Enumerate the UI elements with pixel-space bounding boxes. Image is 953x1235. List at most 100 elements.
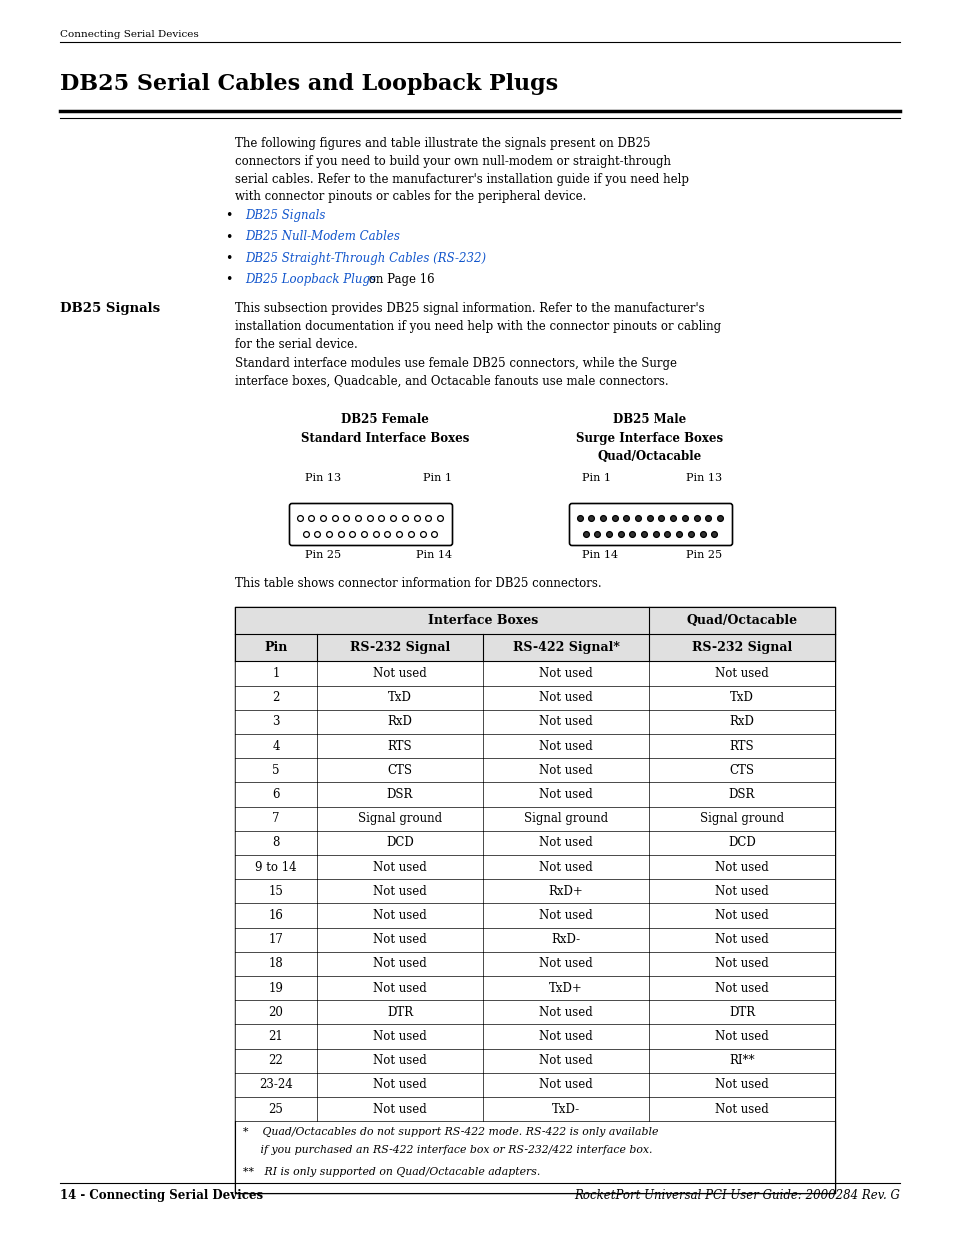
Text: Pin 1: Pin 1	[422, 473, 452, 483]
Text: Connecting Serial Devices: Connecting Serial Devices	[60, 30, 198, 40]
Text: Not used: Not used	[715, 667, 768, 680]
Text: DB25 Signals: DB25 Signals	[245, 209, 325, 222]
Text: Pin 14: Pin 14	[416, 550, 452, 559]
Text: Not used: Not used	[715, 884, 768, 898]
Text: DTR: DTR	[387, 1005, 413, 1019]
Text: 15: 15	[269, 884, 283, 898]
Text: Not used: Not used	[538, 1030, 592, 1044]
Text: DSR: DSR	[728, 788, 755, 802]
Text: Pin 13: Pin 13	[685, 473, 721, 483]
Text: Interface Boxes: Interface Boxes	[428, 614, 537, 627]
Text: Not used: Not used	[538, 957, 592, 971]
Text: 16: 16	[269, 909, 283, 923]
Text: Quad/Octacable: Quad/Octacable	[686, 614, 797, 627]
Bar	[234, 710, 834, 734]
Text: Not used: Not used	[538, 1055, 592, 1067]
Text: RS-232 Signal: RS-232 Signal	[691, 641, 791, 655]
Text: Pin: Pin	[264, 641, 288, 655]
Text: Not used: Not used	[373, 934, 426, 946]
Text: RocketPort Universal PCI User Guide: 2000284 Rev. G: RocketPort Universal PCI User Guide: 200…	[574, 1189, 899, 1202]
Text: 9 to 14: 9 to 14	[254, 861, 296, 873]
Text: 20: 20	[269, 1005, 283, 1019]
Text: Quad/Octacable: Quad/Octacable	[598, 450, 701, 463]
Text: interface boxes, Quadcable, and Octacable fanouts use male connectors.: interface boxes, Quadcable, and Octacabl…	[234, 374, 668, 388]
FancyBboxPatch shape	[569, 504, 732, 546]
Text: 4: 4	[272, 740, 279, 752]
Text: Signal ground: Signal ground	[357, 813, 441, 825]
Text: 14 - Connecting Serial Devices: 14 - Connecting Serial Devices	[60, 1189, 263, 1202]
Bar	[234, 1073, 834, 1097]
Text: **   RI is only supported on Quad/Octacable adapters.: ** RI is only supported on Quad/Octacabl…	[243, 1167, 539, 1177]
Text: Not used: Not used	[715, 1030, 768, 1044]
Bar	[234, 806, 834, 831]
Text: Not used: Not used	[715, 957, 768, 971]
Text: RxD: RxD	[387, 715, 412, 729]
Text: 23-24: 23-24	[259, 1078, 293, 1092]
Text: Pin 25: Pin 25	[305, 550, 341, 559]
Text: Not used: Not used	[538, 764, 592, 777]
Text: Not used: Not used	[715, 1078, 768, 1092]
Bar	[234, 1097, 834, 1121]
Bar	[234, 976, 834, 1000]
Text: 25: 25	[269, 1103, 283, 1115]
Text: if you purchased an RS-422 interface box or RS-232/422 interface box.: if you purchased an RS-422 interface box…	[243, 1145, 652, 1155]
Bar	[234, 1025, 834, 1049]
Bar	[234, 783, 834, 806]
Text: Not used: Not used	[538, 788, 592, 802]
Text: CTS: CTS	[729, 764, 754, 777]
Text: serial cables. Refer to the manufacturer's installation guide if you need help: serial cables. Refer to the manufacturer…	[234, 173, 688, 185]
Text: TxD: TxD	[729, 692, 753, 704]
Text: 19: 19	[269, 982, 283, 994]
Text: TxD: TxD	[388, 692, 412, 704]
Bar	[234, 606, 834, 1193]
Bar	[234, 606, 834, 634]
Text: DB25 Loopback Plugs: DB25 Loopback Plugs	[245, 273, 375, 287]
Bar	[234, 1049, 834, 1073]
Text: This table shows connector information for DB25 connectors.: This table shows connector information f…	[234, 577, 601, 590]
Text: RI**: RI**	[728, 1055, 754, 1067]
Text: Standard interface modules use female DB25 connectors, while the Surge: Standard interface modules use female DB…	[234, 357, 677, 370]
Text: Surge Interface Boxes: Surge Interface Boxes	[576, 432, 722, 445]
Text: Signal ground: Signal ground	[523, 813, 607, 825]
Text: TxD-: TxD-	[552, 1103, 579, 1115]
Bar	[234, 1121, 834, 1193]
Bar	[234, 952, 834, 976]
Text: Pin 25: Pin 25	[685, 550, 721, 559]
Text: Not used: Not used	[715, 861, 768, 873]
Text: *    Quad/Octacables do not support RS-422 mode. RS-422 is only available: * Quad/Octacables do not support RS-422 …	[243, 1128, 658, 1137]
Text: CTS: CTS	[387, 764, 412, 777]
Text: Not used: Not used	[373, 1103, 426, 1115]
Text: 22: 22	[269, 1055, 283, 1067]
Text: RTS: RTS	[387, 740, 412, 752]
Text: DB25 Female: DB25 Female	[341, 412, 429, 426]
Bar	[234, 1000, 834, 1025]
Bar	[234, 662, 834, 685]
Text: RxD: RxD	[729, 715, 754, 729]
Text: 2: 2	[272, 692, 279, 704]
Text: Not used: Not used	[373, 1078, 426, 1092]
Text: RS-422 Signal*: RS-422 Signal*	[512, 641, 618, 655]
Text: Not used: Not used	[373, 861, 426, 873]
Text: DCD: DCD	[727, 836, 755, 850]
Text: DB25 Signals: DB25 Signals	[60, 303, 160, 315]
Text: Not used: Not used	[538, 667, 592, 680]
Text: DB25 Male: DB25 Male	[613, 412, 686, 426]
Bar	[234, 904, 834, 927]
Text: Not used: Not used	[538, 836, 592, 850]
Bar	[234, 831, 834, 855]
Text: Standard Interface Boxes: Standard Interface Boxes	[300, 432, 469, 445]
Text: •: •	[225, 273, 233, 287]
Text: RTS: RTS	[729, 740, 754, 752]
Text: 18: 18	[269, 957, 283, 971]
Text: Pin 14: Pin 14	[581, 550, 618, 559]
Text: DTR: DTR	[728, 1005, 754, 1019]
Text: •: •	[225, 209, 233, 222]
Text: DCD: DCD	[386, 836, 414, 850]
Text: Not used: Not used	[538, 715, 592, 729]
Text: This subsection provides DB25 signal information. Refer to the manufacturer's: This subsection provides DB25 signal inf…	[234, 303, 704, 315]
Text: The following figures and table illustrate the signals present on DB25: The following figures and table illustra…	[234, 137, 650, 149]
Text: 6: 6	[272, 788, 279, 802]
Text: Not used: Not used	[538, 909, 592, 923]
Text: Not used: Not used	[538, 740, 592, 752]
Text: 3: 3	[272, 715, 279, 729]
